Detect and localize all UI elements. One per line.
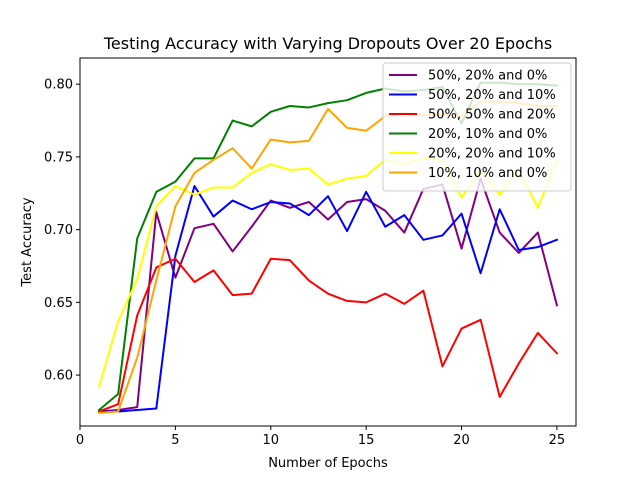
legend-label: 20%, 10% and 0% bbox=[428, 127, 547, 142]
legend-label: 20%, 20% and 10% bbox=[428, 147, 556, 162]
legend-label: 50%, 50% and 20% bbox=[428, 108, 556, 123]
legend-box bbox=[382, 62, 572, 192]
y-tick-label: 0.65 bbox=[44, 296, 73, 311]
y-tick-label: 0.70 bbox=[44, 223, 73, 238]
x-tick-label: 25 bbox=[549, 433, 566, 448]
y-axis-title: Test Accuracy bbox=[20, 197, 35, 287]
plot-frame bbox=[79, 57, 577, 427]
x-tick-label: 15 bbox=[358, 433, 375, 448]
series-line-2 bbox=[98, 185, 559, 413]
legend-label: 50%, 20% and 10% bbox=[428, 88, 556, 103]
y-tick-label: 0.60 bbox=[44, 369, 73, 384]
x-tick-label: 10 bbox=[262, 433, 279, 448]
x-axis: 0 5 10 15 20 25 bbox=[76, 426, 565, 448]
chart-title: Testing Accuracy with Varying Dropouts O… bbox=[103, 34, 552, 53]
x-tick-label: 0 bbox=[76, 433, 84, 448]
series-line-3 bbox=[97, 257, 559, 413]
x-tick-label: 20 bbox=[453, 433, 470, 448]
legend-label: 50%, 20% and 0% bbox=[428, 69, 547, 84]
y-tick-label: 0.80 bbox=[44, 78, 73, 93]
y-tick-label: 0.75 bbox=[44, 150, 73, 165]
legend-label: 10%, 10% and 0% bbox=[428, 166, 547, 181]
y-axis: 0.60 0.65 0.70 0.75 0.80 bbox=[44, 78, 80, 384]
x-tick-label: 5 bbox=[171, 433, 179, 448]
legend: 50%, 20% and 0% 50%, 20% and 10% 50%, 50% … bbox=[382, 62, 572, 192]
x-axis-title: Number of Epochs bbox=[268, 456, 388, 471]
